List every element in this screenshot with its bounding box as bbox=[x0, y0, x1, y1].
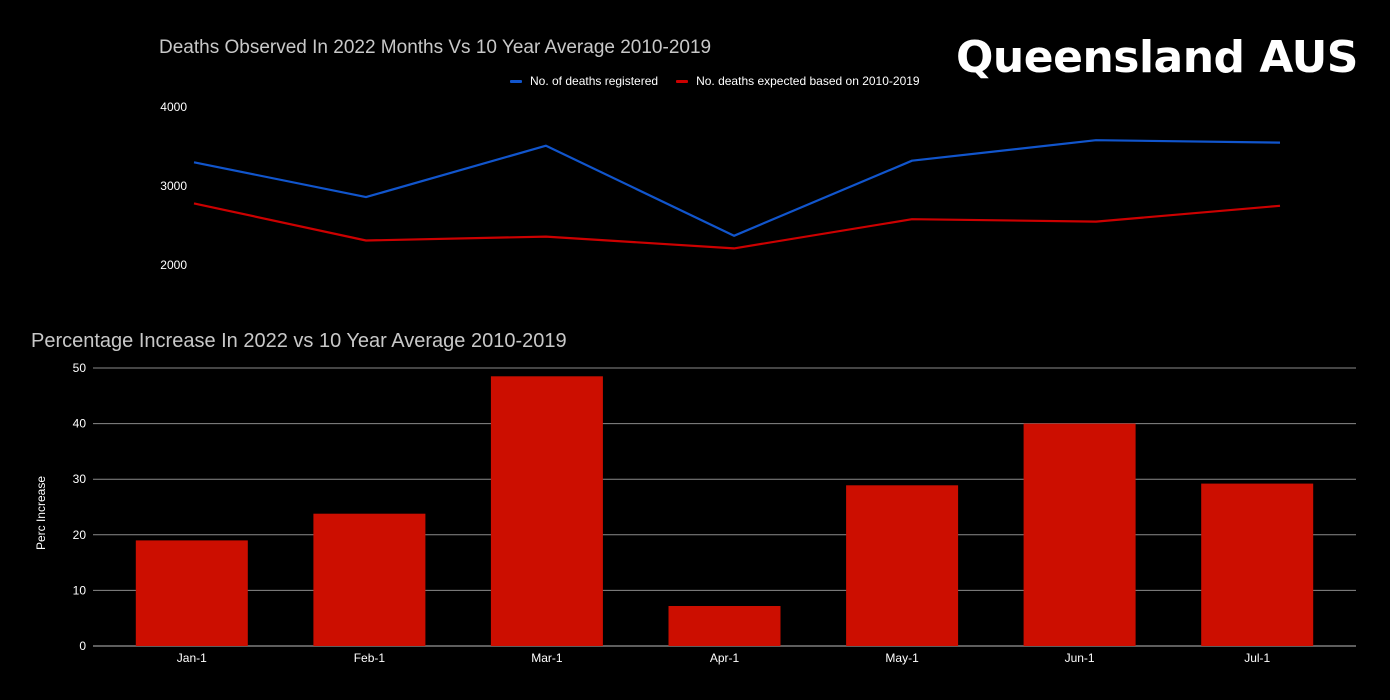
legend-swatch-registered bbox=[510, 79, 522, 83]
legend-label-registered: No. of deaths registered bbox=[530, 74, 659, 88]
bar-feb-1 bbox=[313, 513, 426, 646]
line-chart-legend: No. of deaths registered No. deaths expe… bbox=[510, 74, 920, 88]
brand-title: Queensland AUS bbox=[956, 32, 1358, 83]
line-y-tick-1: 3000 bbox=[160, 179, 187, 193]
bar-y-tick-2: 20 bbox=[73, 528, 87, 542]
bar-x-tick-1: Feb-1 bbox=[354, 651, 386, 665]
bar-y-axis-label: Perc Increase bbox=[34, 476, 48, 550]
legend-item-registered: No. of deaths registered bbox=[510, 74, 658, 88]
line-y-tick-2: 4000 bbox=[160, 100, 187, 114]
bar-y-tick-5: 50 bbox=[73, 361, 87, 375]
bar-jun-1 bbox=[1023, 423, 1136, 646]
bar-x-tick-3: Apr-1 bbox=[710, 651, 740, 665]
bar-may-1 bbox=[846, 485, 959, 646]
legend-swatch-expected bbox=[676, 79, 689, 83]
line-chart-title: Deaths Observed In 2022 Months Vs 10 Yea… bbox=[159, 37, 712, 58]
line-chart: 2000 3000 4000 bbox=[160, 100, 1281, 272]
bar-x-tick-4: May-1 bbox=[885, 651, 919, 665]
bar-x-tick-5: Jun-1 bbox=[1065, 651, 1095, 665]
bar-apr-1 bbox=[668, 606, 781, 646]
bar-x-tick-2: Mar-1 bbox=[531, 651, 563, 665]
bar-y-tick-4: 40 bbox=[73, 417, 87, 431]
bar-mar-1 bbox=[490, 376, 603, 646]
bar-y-tick-1: 10 bbox=[73, 583, 87, 597]
legend-item-expected: No. deaths expected based on 2010-2019 bbox=[676, 74, 920, 88]
bar-y-tick-3: 30 bbox=[73, 472, 87, 486]
bar-chart-title: Percentage Increase In 2022 vs 10 Year A… bbox=[31, 330, 567, 352]
bar-x-tick-0: Jan-1 bbox=[177, 651, 207, 665]
bar-y-tick-0: 0 bbox=[79, 639, 86, 653]
bar-jan-1 bbox=[135, 540, 248, 646]
bar-jul-1 bbox=[1201, 483, 1314, 646]
legend-label-expected: No. deaths expected based on 2010-2019 bbox=[696, 74, 920, 88]
bar-x-tick-6: Jul-1 bbox=[1244, 651, 1270, 665]
line-y-tick-0: 2000 bbox=[160, 258, 187, 272]
